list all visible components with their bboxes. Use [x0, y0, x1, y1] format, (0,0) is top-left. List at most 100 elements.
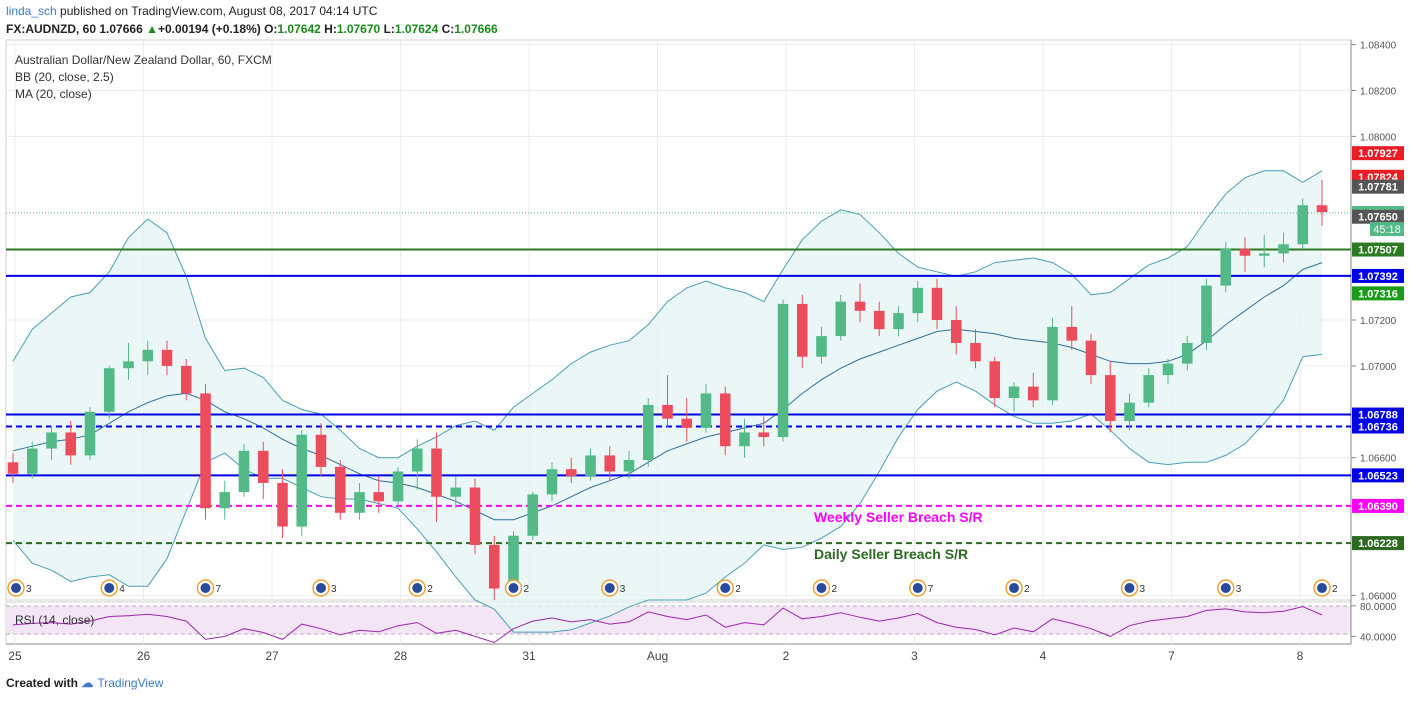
time-tick-label: 4: [1040, 649, 1047, 663]
time-tick-label: 25: [8, 649, 22, 663]
level-price-tag: 1.06736: [1358, 421, 1398, 433]
event-count: 7: [216, 584, 222, 595]
candle-body[interactable]: [411, 448, 423, 472]
candle-body[interactable]: [796, 303, 808, 357]
candle-body[interactable]: [970, 342, 981, 362]
candle-body[interactable]: [565, 469, 577, 477]
candle-body[interactable]: [662, 404, 673, 419]
candle-body[interactable]: [1066, 326, 1078, 341]
candle-body[interactable]: [623, 460, 635, 472]
time-tick-label: 27: [265, 649, 279, 663]
candle-body[interactable]: [161, 349, 173, 366]
candle-body[interactable]: [873, 310, 885, 330]
candle-body[interactable]: [508, 535, 519, 589]
candle-body[interactable]: [719, 393, 731, 447]
symbol-line: FX:AUDNZD, 60 1.07666 ▲+0.00194 (+0.18%)…: [6, 22, 498, 36]
candle-body[interactable]: [1278, 244, 1289, 254]
candle-body[interactable]: [642, 404, 654, 460]
level-price-tag-bg: [1352, 536, 1404, 551]
candle-body[interactable]: [315, 434, 327, 467]
candle-body[interactable]: [238, 450, 250, 493]
candle-body[interactable]: [681, 418, 693, 428]
event-count: 3: [1236, 584, 1242, 595]
candle-body[interactable]: [1297, 205, 1309, 245]
candle-body[interactable]: [777, 303, 789, 438]
price-change: +0.00194 (+0.18%): [157, 22, 261, 36]
candle-body[interactable]: [1220, 248, 1232, 286]
bb-legend[interactable]: BB (20, close, 2.5): [15, 70, 114, 84]
candle-body[interactable]: [1181, 342, 1193, 364]
candle-body[interactable]: [758, 432, 770, 438]
price-label-tag-bg: [1352, 146, 1404, 161]
level-price-tag-bg: [1352, 419, 1404, 434]
candle-body[interactable]: [373, 492, 385, 502]
candle-body[interactable]: [931, 287, 943, 320]
event-count: 2: [832, 584, 838, 595]
candle-body[interactable]: [65, 432, 77, 456]
candle-body[interactable]: [1027, 386, 1039, 401]
candle-body[interactable]: [277, 482, 288, 527]
candle-body[interactable]: [912, 287, 924, 314]
candle-body[interactable]: [1316, 205, 1328, 213]
candle-body[interactable]: [84, 411, 96, 456]
candle-body[interactable]: [1239, 248, 1251, 256]
candle-body[interactable]: [950, 320, 962, 343]
candle-body[interactable]: [1085, 340, 1097, 376]
candle-body[interactable]: [1124, 402, 1135, 421]
candle-body[interactable]: [739, 432, 750, 447]
candle-body[interactable]: [585, 455, 596, 477]
event-count: 2: [1024, 584, 1030, 595]
candle-body[interactable]: [546, 469, 558, 495]
candle-body[interactable]: [854, 301, 866, 311]
candle-body[interactable]: [1104, 375, 1116, 421]
price-label-tag: 1.07781: [1358, 182, 1398, 194]
event-count: 3: [620, 584, 626, 595]
candle-body[interactable]: [257, 450, 269, 483]
flag-dot-icon: [912, 583, 923, 593]
candle-body[interactable]: [334, 466, 346, 513]
time-tick-label: 7: [1168, 649, 1175, 663]
candle-body[interactable]: [527, 494, 539, 536]
bollinger-upper: [12, 170, 1323, 459]
candle-body[interactable]: [1143, 375, 1155, 403]
candle-body[interactable]: [835, 301, 847, 337]
candle-body[interactable]: [103, 368, 115, 412]
candle-body[interactable]: [1008, 386, 1020, 399]
candle-body[interactable]: [200, 393, 211, 509]
time-tick-label: 26: [137, 649, 151, 663]
price-label-tag-bg: [1352, 286, 1404, 301]
candle-body[interactable]: [700, 393, 712, 428]
candle-body[interactable]: [26, 448, 38, 474]
candle-body[interactable]: [488, 544, 500, 589]
candle-body[interactable]: [1047, 326, 1058, 401]
candle-body[interactable]: [1162, 363, 1174, 376]
candle-body[interactable]: [1201, 285, 1212, 343]
ma-legend[interactable]: MA (20, close): [15, 87, 92, 101]
countdown-timer: 45:18: [1373, 224, 1401, 236]
candle-body[interactable]: [296, 434, 308, 527]
candle-body[interactable]: [450, 487, 462, 497]
candle-body[interactable]: [604, 455, 616, 472]
candle-body[interactable]: [392, 471, 404, 502]
candle-body[interactable]: [180, 365, 192, 394]
rsi-legend[interactable]: RSI (14, close): [15, 613, 95, 627]
candle-body[interactable]: [7, 462, 19, 474]
candle-body[interactable]: [893, 313, 904, 330]
candle-body[interactable]: [354, 492, 365, 513]
event-count: 3: [1140, 584, 1146, 595]
flag-dot-icon: [1317, 583, 1327, 593]
candle-body[interactable]: [469, 487, 481, 545]
tradingview-link[interactable]: TradingView: [97, 676, 164, 690]
candle-body[interactable]: [816, 336, 827, 357]
candle-body[interactable]: [1258, 253, 1270, 256]
candle-body[interactable]: [142, 349, 154, 362]
candle-body[interactable]: [431, 448, 442, 497]
candle-body[interactable]: [46, 432, 57, 449]
candle-body[interactable]: [219, 492, 231, 509]
candle-body[interactable]: [989, 361, 1001, 399]
level-annotation: Daily Seller Breach S/R: [814, 546, 968, 562]
author-name[interactable]: linda_sch: [6, 4, 57, 18]
candle-body[interactable]: [123, 361, 134, 369]
open-value: 1.07642: [277, 22, 321, 36]
